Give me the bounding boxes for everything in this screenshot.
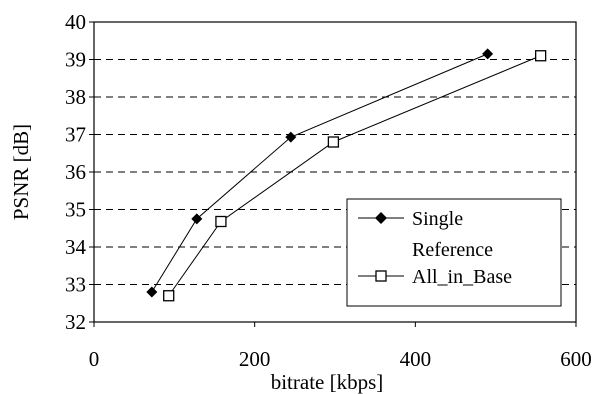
legend-label-all-in-base: All_in_Base xyxy=(412,266,512,288)
y-tick-label-39: 39 xyxy=(65,48,86,72)
y-tick-label-36: 36 xyxy=(65,160,86,184)
y-tick-label-34: 34 xyxy=(65,235,87,259)
data-point-s0-0 xyxy=(146,286,158,298)
x-axis-label: bitrate [kbps] xyxy=(271,370,384,394)
legend-label-single: Single xyxy=(412,208,463,230)
data-point-s1-3 xyxy=(535,50,547,62)
series-line-1 xyxy=(168,55,541,297)
data-point-s1-1 xyxy=(215,215,227,228)
legend: Single Reference All_in_Base xyxy=(346,198,562,307)
y-tick-label-40: 40 xyxy=(65,10,86,34)
data-point-s0-1 xyxy=(191,213,203,225)
x-tick-label-200: 200 xyxy=(239,347,271,371)
y-axis-ticks: 32 33 34 35 36 37 38 39 40 xyxy=(65,10,94,334)
y-tick-label-35: 35 xyxy=(65,198,86,222)
data-point-s0-3 xyxy=(482,48,494,60)
legend-marker-diamond-icon xyxy=(375,212,387,224)
legend-label-reference: Reference xyxy=(412,239,493,261)
series-layer xyxy=(146,48,547,302)
x-tick-label-600: 600 xyxy=(560,347,592,371)
y-axis-label: PSNR [dB] xyxy=(9,124,33,220)
legend-marker-square-icon xyxy=(375,270,387,282)
x-axis-ticks: 0 200 400 600 xyxy=(89,322,592,371)
x-tick-label-400: 400 xyxy=(400,347,432,371)
x-tick-label-0: 0 xyxy=(89,347,100,371)
y-tick-label-38: 38 xyxy=(65,85,86,109)
y-tick-label-37: 37 xyxy=(65,123,86,147)
data-point-s1-2 xyxy=(327,136,340,148)
y-tick-label-32: 32 xyxy=(65,310,86,334)
data-point-s0-2 xyxy=(285,131,297,143)
series-line-0 xyxy=(151,53,488,293)
data-point-s1-0 xyxy=(163,290,175,302)
y-tick-label-33: 33 xyxy=(65,273,86,297)
